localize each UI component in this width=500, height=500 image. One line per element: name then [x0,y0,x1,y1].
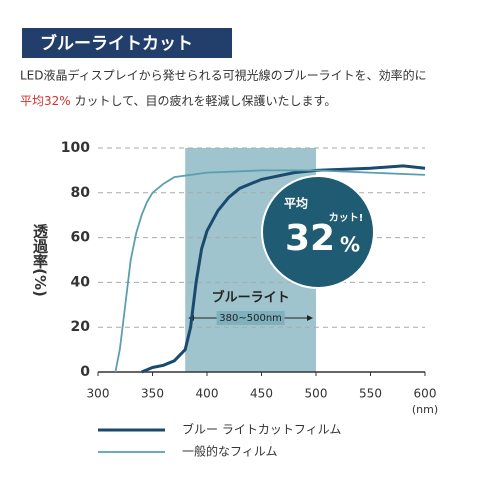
band-label: ブルーライト [212,290,290,306]
y-tick-label: 40 [71,274,91,290]
badge-top: 平均 [284,196,308,211]
x-tick-label: 300 [87,387,110,401]
y-tick-label: 20 [71,319,91,335]
y-tick-label: 60 [71,230,91,246]
x-axis-label: (nm) [412,403,438,416]
description: 平均32% カットして、目の疲れを軽減し保護いたします。 [20,93,336,108]
x-tick-label: 600 [414,387,437,401]
x-tick-label: 400 [196,387,219,401]
badge [261,175,375,289]
x-tick-label: 450 [250,387,273,401]
badge-unit: % [340,233,360,257]
banner [22,28,232,58]
legend-label: 一般的なフィルム [182,444,278,459]
x-tick-label: 500 [305,387,328,401]
y-tick-label: 100 [61,140,90,156]
description-rest: カットして、目の疲れを軽減し保護いたします。 [71,93,337,108]
badge-tag: カット! [329,212,364,224]
series-line [114,169,426,373]
x-tick-label: 350 [141,387,164,401]
y-tick-label: 0 [80,364,90,380]
band-sublabel: 380~500nm [219,313,282,324]
y-axis-label: 透過率(%) [31,223,49,297]
legend-label: ブルー ライトカットフィルム [182,422,341,437]
badge-value: 32 [285,218,335,259]
y-tick-label: 80 [71,185,91,201]
highlight: 平均32% [20,94,71,108]
description: LED液晶ディスプレイから発せられる可視光線のブルーライトを、効率的に [20,68,427,83]
band-sublabel-bg [216,311,285,325]
x-tick-label: 550 [359,387,382,401]
banner-title: ブルーライトカット [40,33,193,54]
